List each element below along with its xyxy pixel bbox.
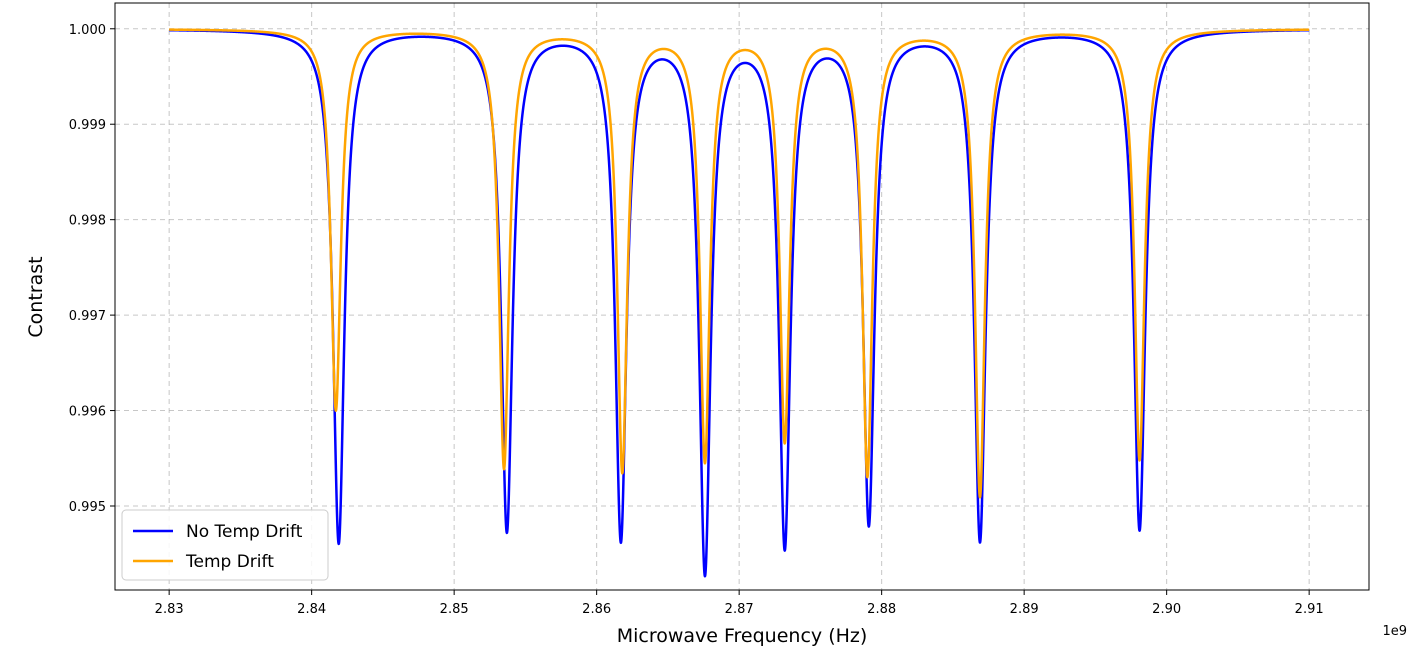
plot-frame (114, 2, 1370, 591)
y-tick-label: 0.996 (69, 405, 106, 420)
x-tick-label: 2.91 (1295, 602, 1324, 617)
y-axis-label: Contrast (25, 256, 47, 337)
x-tick-label: 2.87 (725, 602, 754, 617)
legend-box (121, 509, 329, 581)
x-axis-label: Microwave Frequency (Hz) (617, 625, 868, 647)
y-tick-label: 0.995 (69, 500, 106, 515)
x-tick-label: 2.86 (582, 602, 611, 617)
y-tick-label: 0.997 (69, 309, 106, 324)
y-tick-label: 0.999 (69, 118, 106, 133)
x-tick-label: 2.85 (440, 602, 469, 617)
x-axis: 2.83 2.84 2.85 2.86 2.87 2.88 2.89 2.90 2.91 (155, 590, 1324, 617)
legend: No Temp Drift Temp Drift (121, 509, 329, 581)
legend-label-no-temp-drift: No Temp Drift (186, 522, 303, 542)
x-tick-label: 2.90 (1152, 602, 1181, 617)
y-tick-label: 0.998 (69, 214, 106, 229)
series-line-temp-drift (168, 28, 1311, 499)
x-tick-label: 2.88 (867, 602, 896, 617)
x-tick-label: 2.83 (155, 602, 184, 617)
x-tick-label: 2.84 (297, 602, 326, 617)
x-tick-label: 2.89 (1010, 602, 1039, 617)
x-axis-offset-label: 1e9 (1382, 624, 1407, 639)
y-tick-label: 1.000 (69, 23, 106, 38)
legend-label-temp-drift: Temp Drift (185, 552, 274, 572)
series-layer (168, 28, 1311, 578)
series-line-no-temp-drift (168, 28, 1311, 578)
y-axis: 0.995 0.996 0.997 0.998 0.999 1.000 (69, 23, 115, 515)
